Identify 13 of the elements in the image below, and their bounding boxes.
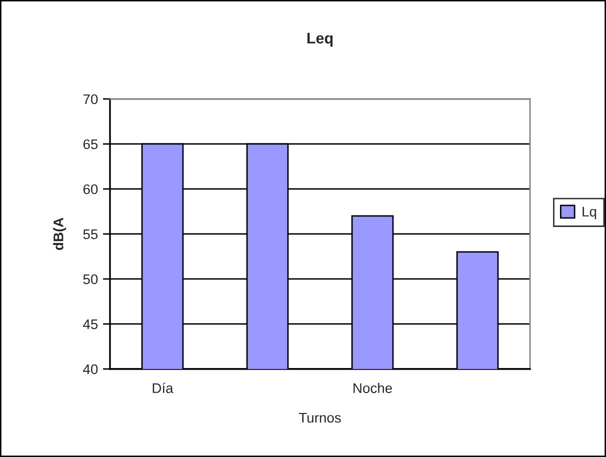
y-tick-label: 40 (83, 364, 98, 374)
chart-title: Leq (307, 32, 333, 47)
y-tick-label: 65 (83, 139, 98, 150)
x-tick-label: Día (152, 382, 174, 394)
legend-label: Lq (582, 206, 596, 220)
x-axis-title: Turnos (298, 412, 341, 423)
y-tick-label: 55 (83, 229, 98, 240)
y-tick-label: 45 (83, 319, 98, 330)
x-tick-label: Noche (354, 382, 392, 394)
y-tick-label: 60 (83, 184, 98, 194)
y-tick-label: 70 (83, 94, 98, 104)
y-axis-title: dB(A (53, 218, 66, 250)
y-tick-label: 50 (83, 274, 98, 284)
